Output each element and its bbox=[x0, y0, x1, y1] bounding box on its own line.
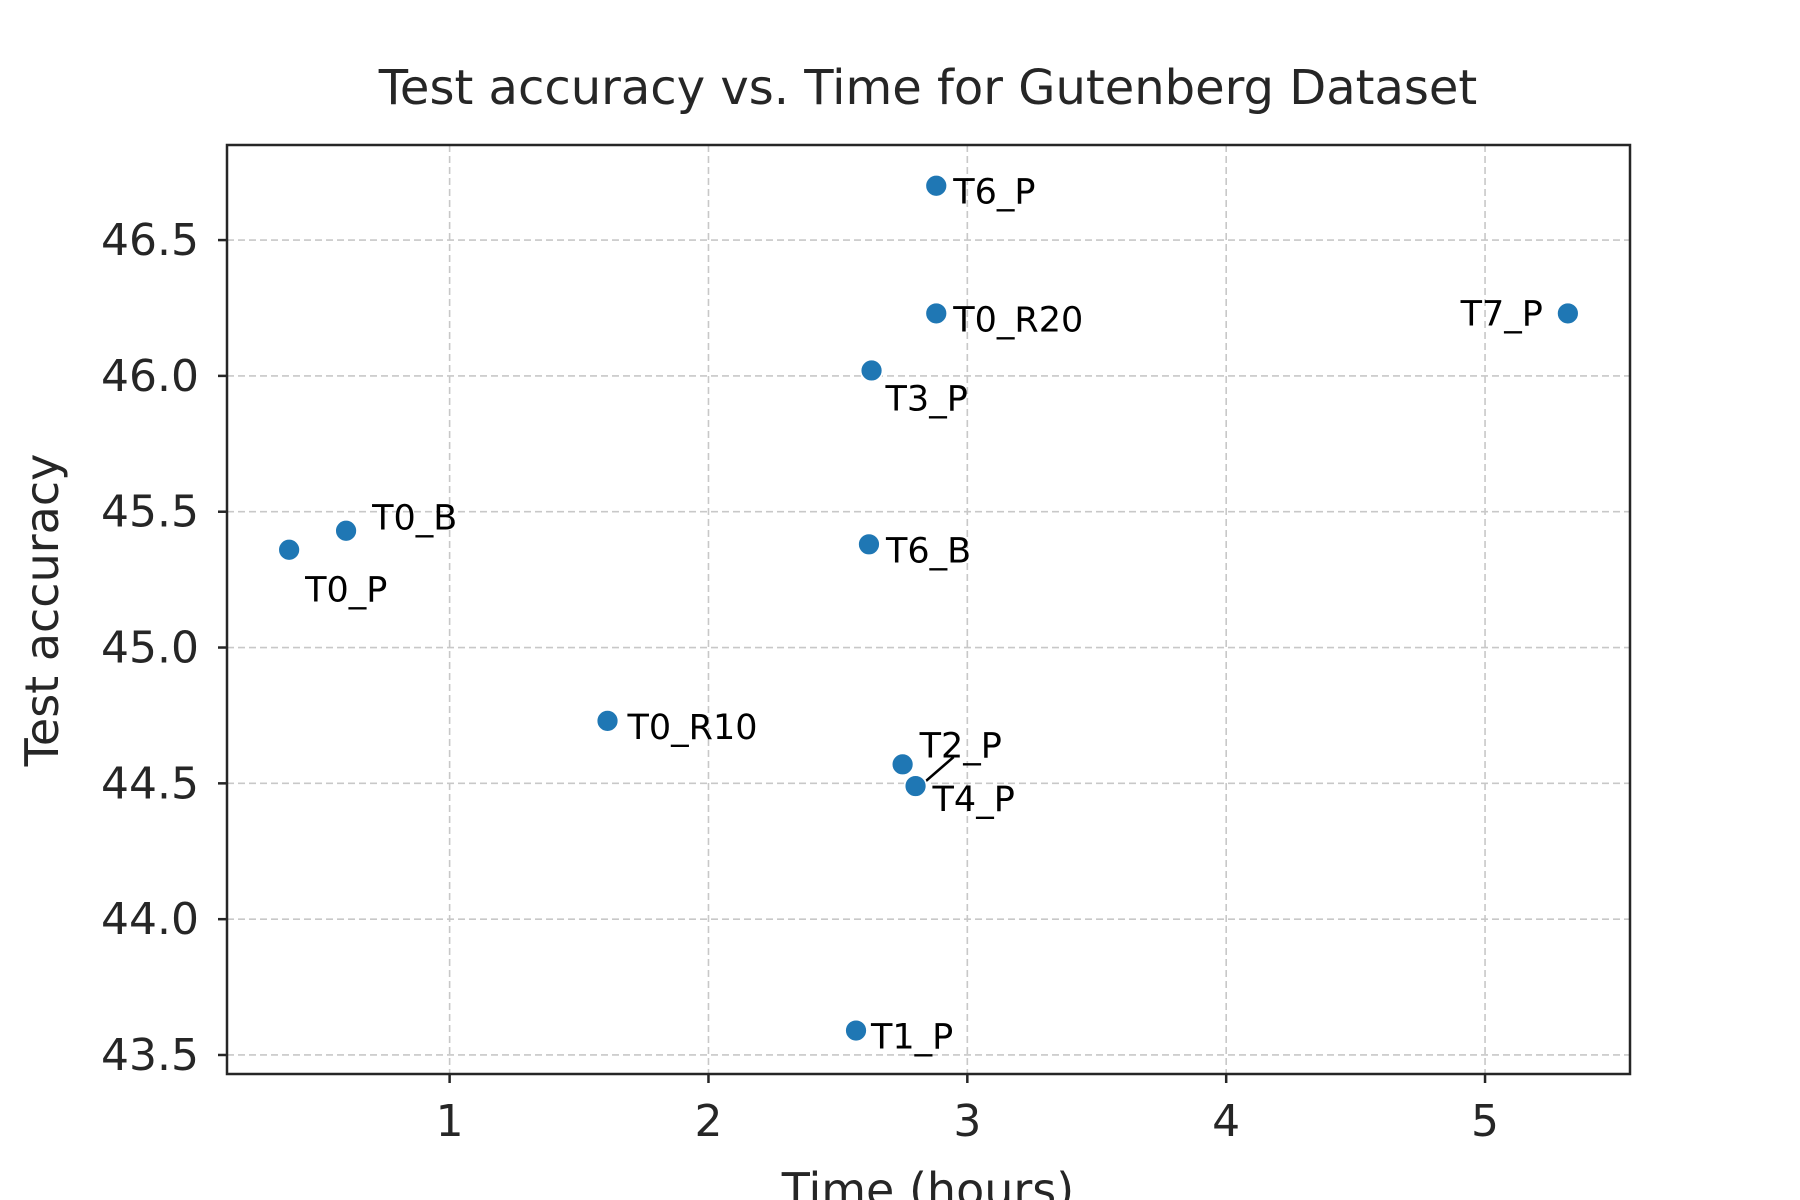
point-label: T3_P bbox=[885, 379, 968, 419]
grid-lines bbox=[227, 145, 1630, 1074]
scatter-point bbox=[924, 173, 949, 198]
point-label: T6_B bbox=[885, 531, 971, 571]
scatter-point bbox=[890, 752, 915, 777]
point-labels: T0_P T0_B T0_R10 T1_P T6_B T3_P T2_P T4_P T6_P T0… bbox=[304, 173, 1543, 1058]
scatter-point bbox=[595, 708, 620, 733]
point-label: T0_P bbox=[304, 571, 387, 611]
y-tick-label: 46.0 bbox=[101, 351, 199, 402]
y-tick-label: 45.0 bbox=[101, 623, 199, 674]
scatter-point bbox=[277, 537, 302, 562]
x-axis-label: Time (hours) bbox=[781, 1163, 1074, 1200]
x-tick-label: 5 bbox=[1471, 1096, 1499, 1147]
point-label: T0_R10 bbox=[627, 708, 758, 748]
chart-title: Test accuracy vs. Time for Gutenberg Dat… bbox=[378, 60, 1478, 116]
y-tick-label: 45.5 bbox=[101, 487, 199, 538]
scatter-point bbox=[903, 774, 928, 798]
leader-lines bbox=[922, 756, 955, 785]
y-tick-label: 43.5 bbox=[101, 1030, 199, 1081]
scatter-point bbox=[859, 358, 884, 383]
scatter-point bbox=[844, 1018, 868, 1043]
point-label: T6_P bbox=[952, 173, 1035, 213]
y-tick-label: 46.5 bbox=[101, 215, 199, 266]
y-axis-label: Test accuracy bbox=[15, 454, 69, 768]
point-label: T2_P bbox=[919, 726, 1002, 766]
scatter-point bbox=[334, 518, 358, 543]
y-tick-label: 44.0 bbox=[101, 894, 199, 945]
x-tick-label: 3 bbox=[953, 1096, 981, 1147]
point-label: T1_P bbox=[870, 1018, 953, 1058]
y-tick-label: 44.5 bbox=[101, 758, 199, 809]
plot-frame bbox=[225, 143, 1632, 1076]
leader-line bbox=[922, 756, 955, 785]
scatter-point bbox=[857, 532, 881, 557]
point-label: T0_R20 bbox=[952, 300, 1083, 340]
data-points bbox=[277, 173, 1580, 1043]
x-tick-label: 4 bbox=[1212, 1096, 1240, 1147]
x-tick-label: 1 bbox=[436, 1096, 464, 1147]
axis-ticks: 1 2 3 4 5 43.5 44.0 44.5 45.0 45.5 46.0 46.5 bbox=[101, 215, 1499, 1147]
point-label: T7_P bbox=[1460, 294, 1543, 334]
scatter-point bbox=[1555, 301, 1580, 326]
scatter-point bbox=[924, 301, 949, 326]
x-tick-label: 2 bbox=[694, 1096, 722, 1147]
point-label: T4_P bbox=[932, 780, 1015, 820]
point-label: T0_B bbox=[371, 499, 457, 539]
